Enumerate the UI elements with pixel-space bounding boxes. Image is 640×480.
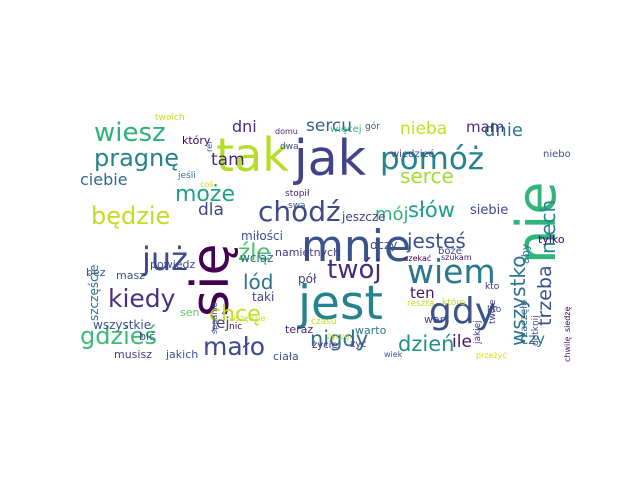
cloud-word: tylko — [538, 233, 565, 246]
word-cloud: nie się jest jak tak mnie pomóż już wiem… — [80, 114, 576, 366]
cloud-word: coś — [200, 180, 214, 189]
cloud-word: zaczęło — [519, 299, 530, 337]
cloud-word: wiedzieć — [391, 149, 435, 160]
cloud-word: mam — [466, 118, 505, 136]
cloud-word: będzie — [91, 202, 171, 230]
cloud-word: nic — [229, 322, 243, 332]
cloud-word: stopił — [285, 189, 310, 199]
cloud-word: dnie — [484, 120, 523, 141]
cloud-word: siebie — [470, 203, 509, 218]
cloud-word: życzę — [327, 332, 350, 341]
cloud-word: nigdy — [310, 327, 369, 351]
cloud-word: jak — [294, 130, 367, 187]
cloud-word: masz — [116, 269, 145, 282]
cloud-word: które — [442, 298, 466, 308]
cloud-word: gdzieś — [80, 322, 158, 350]
cloud-word: spadnie — [210, 302, 219, 334]
cloud-word: dwa — [280, 142, 299, 152]
cloud-word: czekać — [404, 254, 432, 263]
cloud-word: tak — [216, 128, 289, 182]
cloud-word: powiedz — [150, 258, 196, 271]
cloud-word: już — [142, 240, 188, 278]
cloud-word: niebo — [543, 149, 571, 160]
cloud-word: który — [182, 134, 211, 147]
cloud-word: warto — [355, 324, 387, 337]
cloud-word: mnie — [301, 221, 412, 272]
cloud-word: namiętnych — [275, 246, 341, 259]
cloud-word: miłości — [241, 229, 283, 243]
cloud-word: swą — [288, 201, 306, 211]
cloud-word: gór — [365, 122, 380, 132]
cloud-word: boże — [438, 246, 462, 257]
cloud-word: ciała — [273, 350, 299, 363]
cloud-word: ciebie — [80, 170, 128, 189]
cloud-word: kiedy — [108, 284, 176, 313]
cloud-word: wiem — [407, 252, 496, 291]
cloud-word: pomóż — [380, 141, 485, 177]
cloud-word: jej — [212, 314, 230, 332]
cloud-word: ref — [205, 141, 214, 152]
cloud-word: czy — [520, 330, 545, 348]
cloud-word: teraz — [285, 323, 314, 336]
cloud-word: aby — [519, 243, 532, 264]
cloud-word: reszta — [407, 299, 435, 309]
cloud-word: musisz — [114, 348, 152, 361]
cloud-word: chwilę — [563, 336, 572, 362]
cloud-word: jakich — [166, 348, 199, 361]
cloud-word: wszystkie — [93, 318, 152, 332]
cloud-word: przeżyć — [476, 351, 507, 360]
cloud-word: szukam — [441, 253, 472, 262]
cloud-word: czasu — [311, 317, 337, 327]
cloud-word: dotknij — [531, 315, 541, 346]
cloud-word: jeśli — [178, 171, 196, 181]
cloud-word: bez — [86, 266, 106, 279]
cloud-word: twój — [327, 255, 382, 285]
cloud-word: nieba — [400, 119, 448, 139]
cloud-word: dni — [232, 117, 257, 136]
cloud-word: kto — [487, 305, 502, 315]
cloud-word: twoich — [155, 113, 185, 123]
cloud-word: wciąż — [240, 251, 274, 265]
cloud-word: pół — [298, 272, 317, 286]
cloud-word: pragnę — [94, 144, 180, 172]
cloud-word: więcej — [330, 124, 362, 135]
cloud-word: dla — [198, 200, 224, 220]
cloud-word: życie — [312, 340, 338, 351]
cloud-word: mój — [375, 204, 409, 225]
cloud-word: domu — [275, 127, 298, 136]
cloud-word: tam — [211, 150, 245, 170]
cloud-word: źle — [238, 240, 271, 266]
cloud-word: lód — [243, 270, 274, 294]
cloud-word: siedzę — [563, 306, 572, 332]
cloud-word: ile — [452, 332, 472, 352]
cloud-word: chcę — [209, 302, 261, 327]
cloud-word: jest — [298, 276, 383, 331]
cloud-word: wiesz — [94, 118, 166, 148]
cloud-word: jeszcze — [342, 210, 386, 224]
cloud-word: kto — [485, 282, 500, 292]
cloud-word: serce — [400, 164, 454, 188]
cloud-word: sen — [180, 306, 200, 319]
cloud-word: wszędzie — [229, 314, 266, 323]
cloud-word: taki — [252, 290, 275, 304]
cloud-word: sercu — [306, 116, 353, 136]
cloud-word: mało — [203, 332, 266, 361]
cloud-word: dzień — [398, 332, 455, 356]
cloud-word: jakiej — [473, 320, 483, 344]
cloud-word: bić — [139, 330, 156, 343]
cloud-word: wiek — [384, 350, 403, 359]
cloud-word: chodź — [258, 195, 341, 228]
cloud-word: ten — [410, 284, 435, 302]
cloud-word: gdy — [429, 291, 497, 332]
cloud-word: jesteś — [407, 229, 466, 253]
cloud-word: żyć — [350, 339, 367, 350]
cloud-word: oczy — [370, 238, 398, 252]
cloud-word: wart — [424, 313, 449, 326]
cloud-word: słów — [408, 198, 455, 222]
cloud-word: może — [175, 182, 235, 207]
